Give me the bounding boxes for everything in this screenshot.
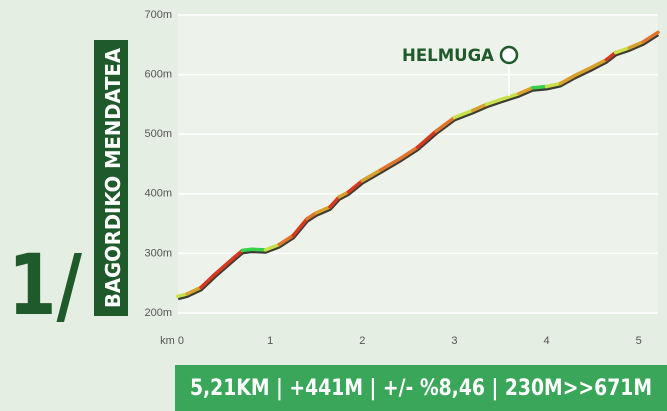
profile-segment (277, 233, 295, 247)
profile-segment (291, 217, 309, 238)
profile-segment (199, 272, 217, 290)
y-tick-label: 700m (144, 9, 172, 21)
profile-segment (641, 30, 660, 44)
profile-segment (498, 91, 521, 102)
x-tick-label: 5 (636, 335, 642, 347)
profile (176, 30, 660, 301)
profile-segment (249, 247, 268, 252)
profile-segment (328, 195, 341, 209)
profile-segment (263, 242, 282, 252)
plot-area (178, 15, 658, 313)
profile-segment (613, 46, 632, 55)
profile-segment (590, 57, 609, 69)
y-tick-label: 500m (144, 128, 172, 140)
profile-segment (360, 168, 383, 183)
y-tick-label: 300m (144, 247, 172, 259)
finish-marker (499, 45, 519, 65)
profile-segment (305, 211, 318, 221)
profile-segment (213, 256, 236, 277)
x-tick-label: km 0 (160, 335, 184, 347)
y-tick-label: 400m (144, 188, 172, 200)
profile-segment (627, 40, 646, 50)
profile-segment (346, 178, 365, 194)
profile-segment (517, 85, 535, 96)
profile-segment (604, 50, 618, 62)
annotation: HELMUGA (402, 46, 495, 66)
x-tick-label: 3 (451, 335, 457, 347)
profile-segment (484, 97, 503, 107)
profile-segment (530, 84, 549, 90)
profile-segment (231, 248, 245, 260)
summary-box (175, 365, 667, 411)
stage-number: 1/ (8, 236, 82, 334)
profile-segment (434, 115, 457, 133)
x-tick-label: 1 (267, 335, 273, 347)
profile-segment (397, 145, 420, 161)
title-box (94, 40, 128, 316)
y-tick-label: 600m (144, 69, 172, 81)
profile-segment (185, 285, 203, 296)
profile-segment (544, 81, 563, 89)
profile-segment (378, 157, 401, 172)
profile-segment (314, 205, 332, 215)
y-tick-label: 200m (144, 307, 172, 319)
chart-title: BAGORDIKO MENDATEA (101, 47, 125, 308)
profile-segment (572, 65, 595, 78)
x-tick-label: 4 (543, 335, 549, 347)
profile-segment (415, 129, 438, 150)
profile-segment (471, 102, 489, 113)
x-tick-label: 2 (359, 335, 365, 347)
profile-segment (558, 74, 576, 86)
profile-segment (452, 108, 475, 120)
summary: 5,21KM | +441M | +/- %8,46 | 230M>>671M (190, 376, 652, 401)
